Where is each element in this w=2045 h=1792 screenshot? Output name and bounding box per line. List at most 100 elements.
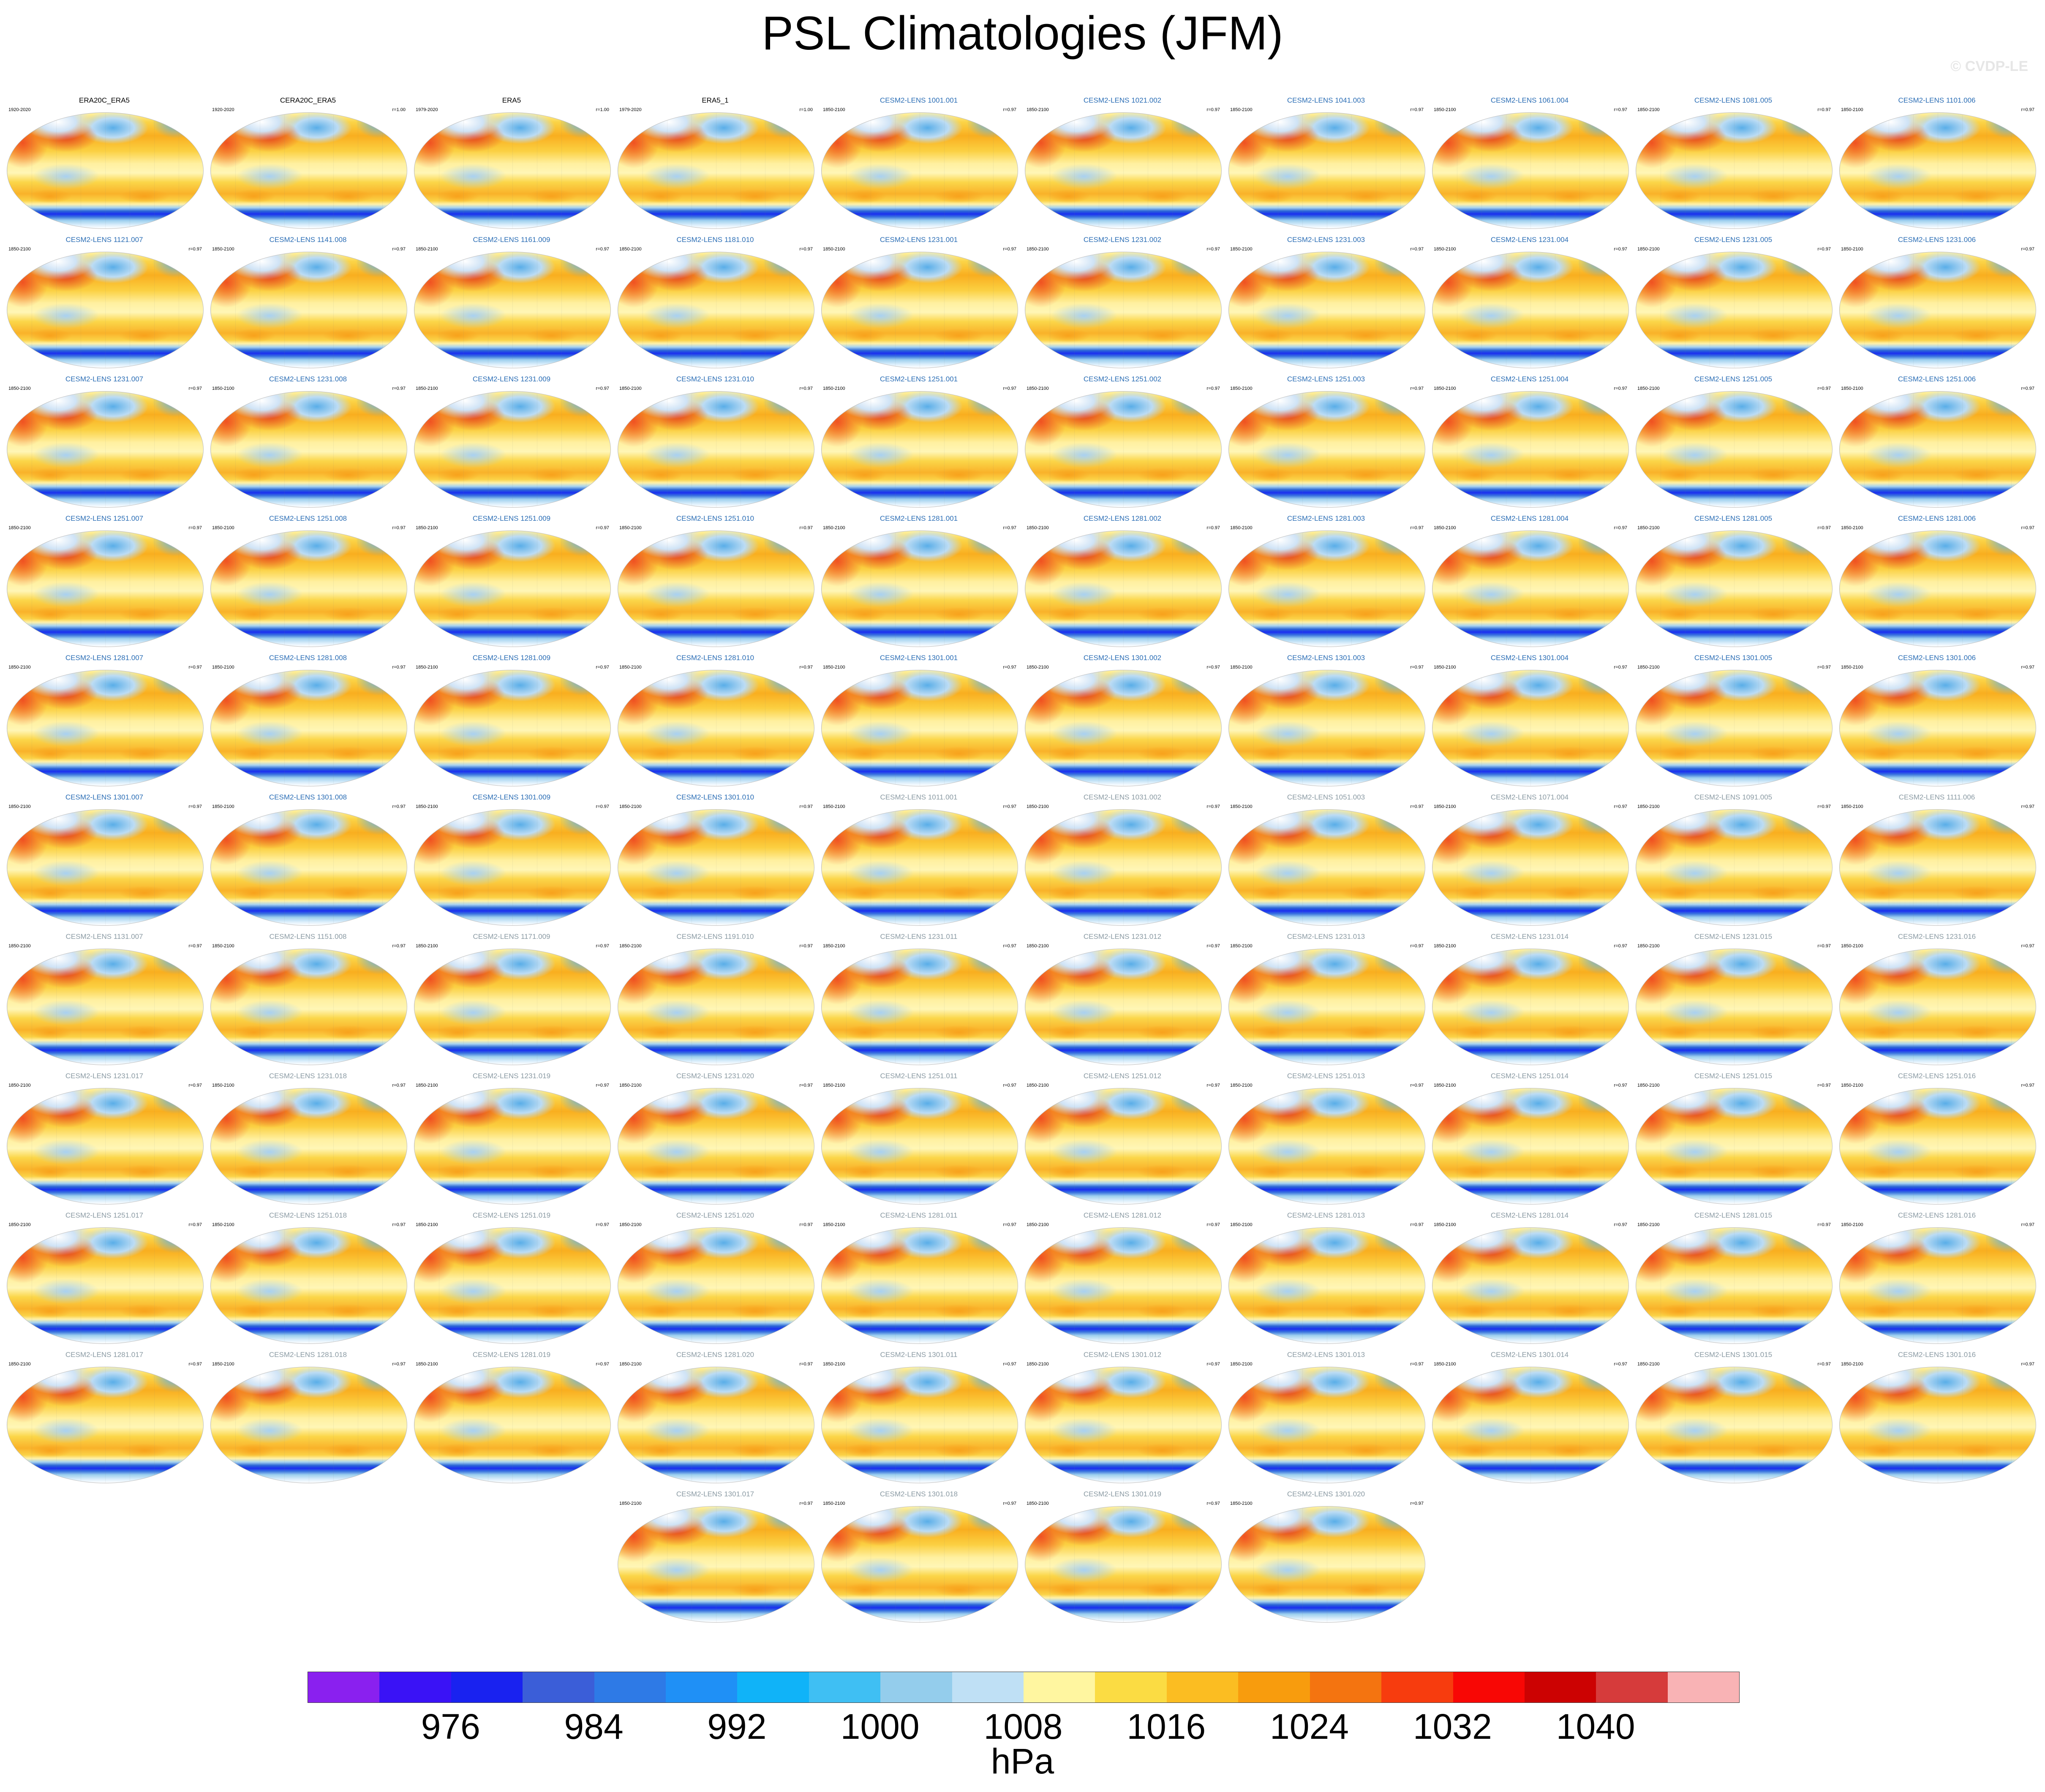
panel-title: CESM2-LENS 1251.010 [676, 514, 754, 522]
panel-correlation: r=0.97 [596, 1362, 610, 1367]
map-panel: CESM2-LENS 1111.006 1850-2100 r=0.97 [1835, 792, 2039, 932]
panel-years: 1850-2100 [823, 525, 845, 530]
psl-map [1432, 530, 1629, 647]
panel-title: CERA20C_ERA5 [280, 96, 336, 104]
psl-map [1839, 391, 2036, 508]
psl-map [1432, 252, 1629, 368]
map-panel: CESM2-LENS 1231.020 1850-2100 r=0.97 [613, 1071, 817, 1210]
psl-map [821, 809, 1018, 926]
map-panel: CESM2-LENS 1301.008 1850-2100 r=0.97 [206, 792, 410, 932]
psl-map [1839, 112, 2036, 229]
colorbar-swatch [1310, 1672, 1382, 1702]
panel-years: 1850-2100 [1027, 525, 1049, 530]
map-panel: CESM2-LENS 1231.003 1850-2100 r=0.97 [1224, 235, 1428, 374]
colorbar-swatch [809, 1672, 881, 1702]
map-panel: CESM2-LENS 1301.005 1850-2100 r=0.97 [1631, 653, 1835, 792]
panel-years: 1850-2100 [1230, 804, 1253, 809]
map-panel: CESM2-LENS 1281.012 1850-2100 r=0.97 [1021, 1210, 1224, 1350]
panel-correlation: r=0.97 [1817, 525, 1831, 530]
colorbar-tick-label: 1024 [1270, 1707, 1349, 1746]
panel-title: CESM2-LENS 1231.018 [269, 1072, 347, 1080]
map-panel: CESM2-LENS 1161.009 1850-2100 r=0.97 [410, 235, 613, 374]
panel-years: 1850-2100 [1027, 665, 1049, 670]
psl-map [821, 949, 1018, 1065]
panel-correlation: r=0.97 [596, 525, 610, 530]
panel-title: CESM2-LENS 1161.009 [473, 236, 550, 244]
panel-years: 1850-2100 [823, 1083, 845, 1088]
panel-years: 1850-2100 [1637, 386, 1660, 391]
panel-correlation: r=0.97 [1410, 1083, 1424, 1088]
panel-correlation: r=0.97 [799, 665, 813, 670]
panel-correlation: r=0.97 [392, 804, 406, 809]
panel-years: 1850-2100 [1637, 1362, 1660, 1367]
map-panel: CESM2-LENS 1281.020 1850-2100 r=0.97 [613, 1350, 817, 1489]
colorbar-tick-label: 992 [707, 1707, 767, 1746]
panel-correlation: r=0.97 [799, 804, 813, 809]
panel-correlation: r=0.97 [1817, 247, 1831, 252]
map-panel: CESM2-LENS 1041.003 1850-2100 r=0.97 [1224, 95, 1428, 235]
map-panel: ERA20C_ERA5 1920-2020 [3, 95, 206, 235]
psl-map [1025, 391, 1222, 508]
colorbar-tick-label: 1000 [840, 1707, 920, 1746]
colorbar-swatch [1166, 1672, 1239, 1702]
map-panel: CESM2-LENS 1301.002 1850-2100 r=0.97 [1021, 653, 1224, 792]
psl-map [414, 1227, 611, 1344]
panel-title: CESM2-LENS 1231.016 [1898, 933, 1976, 941]
watermark: © CVDP-LE [1950, 58, 2028, 74]
map-panel: CESM2-LENS 1231.007 1850-2100 r=0.97 [3, 374, 206, 514]
panel-years: 1850-2100 [1637, 1083, 1660, 1088]
psl-map [821, 1506, 1018, 1623]
psl-map [1636, 530, 1833, 647]
panel-title: CESM2-LENS 1301.009 [472, 793, 551, 801]
psl-map [1228, 252, 1425, 368]
psl-map [7, 1367, 204, 1483]
panel-years: 1850-2100 [1434, 804, 1456, 809]
map-panel: CESM2-LENS 1251.014 1850-2100 r=0.97 [1428, 1071, 1631, 1210]
panel-correlation: r=0.97 [392, 386, 406, 391]
panel-correlation: r=0.97 [392, 1362, 406, 1367]
panel-correlation: r=0.97 [1410, 1501, 1424, 1506]
panel-years: 1850-2100 [416, 1083, 438, 1088]
panel-years: 1850-2100 [1434, 665, 1456, 670]
panel-years: 1850-2100 [823, 665, 845, 670]
map-panel: CESM2-LENS 1231.010 1850-2100 r=0.97 [613, 374, 817, 514]
colorbar-swatch [523, 1672, 594, 1702]
panel-correlation: r=0.97 [596, 944, 610, 949]
map-panel: CESM2-LENS 1231.011 1850-2100 r=0.97 [817, 932, 1021, 1071]
psl-map [414, 1367, 611, 1483]
map-panel: CESM2-LENS 1251.017 1850-2100 r=0.97 [3, 1210, 206, 1350]
panel-years: 1850-2100 [8, 1222, 31, 1227]
panel-title: CESM2-LENS 1251.006 [1898, 375, 1976, 383]
psl-map [7, 530, 204, 647]
map-panel: CESM2-LENS 1231.018 1850-2100 r=0.97 [206, 1071, 410, 1210]
map-panel: CESM2-LENS 1301.018 1850-2100 r=0.97 [817, 1489, 1021, 1629]
psl-map [1636, 949, 1833, 1065]
panel-title: ERA20C_ERA5 [79, 96, 130, 104]
map-panel: CESM2-LENS 1121.007 1850-2100 r=0.97 [3, 235, 206, 374]
panel-years: 1850-2100 [1637, 525, 1660, 530]
colorbar-labels: 976 984 992 1000 1008 1016 1024 1032 1040 [308, 1706, 1739, 1748]
page-title: PSL Climatologies (JFM) [762, 7, 1283, 60]
panel-correlation: r=0.97 [1206, 247, 1220, 252]
panel-title: CESM2-LENS 1301.003 [1287, 654, 1365, 662]
panel-correlation: r=0.97 [1206, 107, 1220, 112]
panel-correlation: r=0.97 [1410, 386, 1424, 391]
panel-correlation: r=0.97 [1410, 1222, 1424, 1227]
panel-correlation: r=0.97 [188, 247, 202, 252]
map-panel: CESM2-LENS 1251.001 1850-2100 r=0.97 [817, 374, 1021, 514]
colorbar-tick-label: 984 [564, 1707, 624, 1746]
psl-map [1636, 809, 1833, 926]
panel-correlation: r=1.00 [799, 107, 813, 112]
map-panel: CESM2-LENS 1231.006 1850-2100 r=0.97 [1835, 235, 2039, 374]
map-panel: CESM2-LENS 1281.018 1850-2100 r=0.97 [206, 1350, 410, 1489]
psl-map [1839, 949, 2036, 1065]
map-panel: CESM2-LENS 1281.017 1850-2100 r=0.97 [3, 1350, 206, 1489]
map-panel: CESM2-LENS 1001.001 1850-2100 r=0.97 [817, 95, 1021, 235]
map-panel: CESM2-LENS 1301.015 1850-2100 r=0.97 [1631, 1350, 1835, 1489]
map-panel: CESM2-LENS 1281.009 1850-2100 r=0.97 [410, 653, 613, 792]
panel-title: CESM2-LENS 1231.010 [676, 375, 754, 383]
map-panel: CESM2-LENS 1231.017 1850-2100 r=0.97 [3, 1071, 206, 1210]
panel-title: CESM2-LENS 1131.007 [65, 933, 143, 941]
panel-correlation: r=0.97 [799, 525, 813, 530]
panel-title: CESM2-LENS 1251.018 [269, 1211, 347, 1219]
